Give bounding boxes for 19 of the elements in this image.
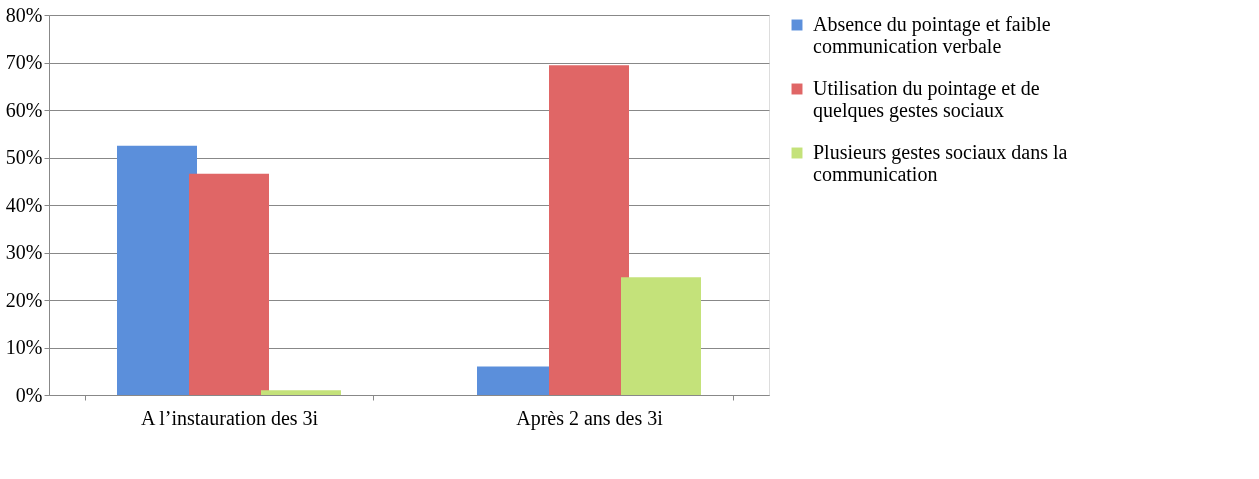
y-tick-label: 80% [5, 3, 43, 26]
x-tick-label: A l’instauration des 3i [140, 406, 319, 429]
legend-label: Plusieurs gestes sociaux dans la communication [813, 141, 1068, 185]
y-tick-label: 0% [15, 383, 43, 406]
bar [621, 277, 701, 395]
y-tick-label: 40% [5, 193, 43, 216]
bar [261, 390, 341, 395]
bar [189, 173, 269, 395]
y-tick-label: 10% [5, 336, 43, 358]
y-tick-label: 70% [5, 51, 43, 73]
y-tick-label: 60% [5, 98, 43, 121]
legend-label: Utilisation du pointage et de quelques gestes sociaux [813, 77, 1040, 122]
bar [549, 65, 629, 395]
x-tick-label: Après 2 ans des 3i [516, 406, 664, 430]
bar [117, 145, 197, 395]
y-tick-label: 50% [5, 146, 43, 168]
y-tick-label: 30% [5, 241, 43, 263]
y-tick-label: 20% [5, 288, 43, 311]
legend-label: Absence du pointage et faible communication verbale [813, 13, 1051, 57]
